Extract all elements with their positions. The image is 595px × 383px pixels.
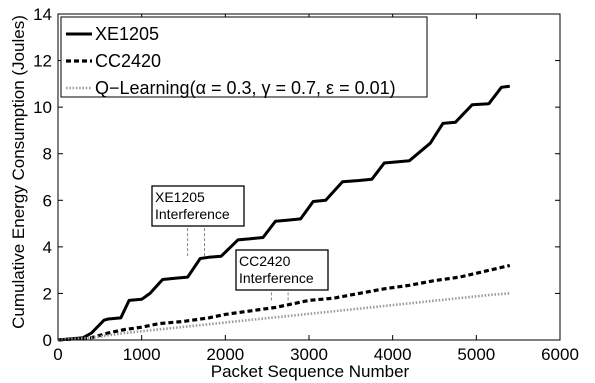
legend-box	[60, 16, 428, 98]
x-tick-label: 6000	[541, 345, 579, 364]
y-axis-label: Cumulative Energy Consumption (Joules)	[9, 15, 28, 329]
annotation-box	[151, 185, 245, 227]
series-line-dotted	[57, 292, 510, 342]
series-line-dashed	[57, 263, 511, 342]
series-lines	[57, 84, 511, 342]
series-line-solid	[57, 84, 510, 342]
y-tick-label: 8	[43, 145, 52, 164]
legend: XE1205 CC2420 Q−Learning(α = 0.3, γ = 0.7,…	[60, 16, 428, 98]
x-tick-label: 2000	[206, 345, 244, 364]
annotation-text: Interference	[239, 270, 314, 286]
y-tick-label: 14	[33, 5, 52, 24]
annotation-text: XE1205	[155, 189, 205, 205]
x-tick-label: 4000	[374, 345, 412, 364]
y-tick-label: 6	[43, 191, 52, 210]
axis-ticks: 0 1000 2000 3000 4000 5000 6000 0 2 4 6 8 10 12 14	[33, 5, 579, 364]
x-tick-label: 5000	[457, 345, 495, 364]
y-tick-label: 10	[33, 98, 52, 117]
legend-label: CC2420	[95, 51, 161, 71]
x-tick-label: 3000	[290, 345, 328, 364]
y-tick-label: 4	[43, 238, 52, 257]
x-tick-label: 0	[53, 345, 62, 364]
annotation-text: CC2420	[239, 253, 291, 269]
y-tick-label: 0	[43, 331, 52, 350]
y-tick-label: 12	[33, 52, 52, 71]
annotation-text: Interference	[155, 206, 230, 222]
x-axis-label: Packet Sequence Number	[211, 362, 410, 381]
x-tick-label: 1000	[123, 345, 161, 364]
annotation-box	[235, 249, 329, 291]
plot-frame	[57, 13, 561, 341]
legend-label: Q−Learning(α = 0.3, γ = 0.7, ε = 0.01)	[95, 78, 396, 98]
legend-label: XE1205	[95, 24, 159, 44]
y-tick-label: 2	[43, 284, 52, 303]
